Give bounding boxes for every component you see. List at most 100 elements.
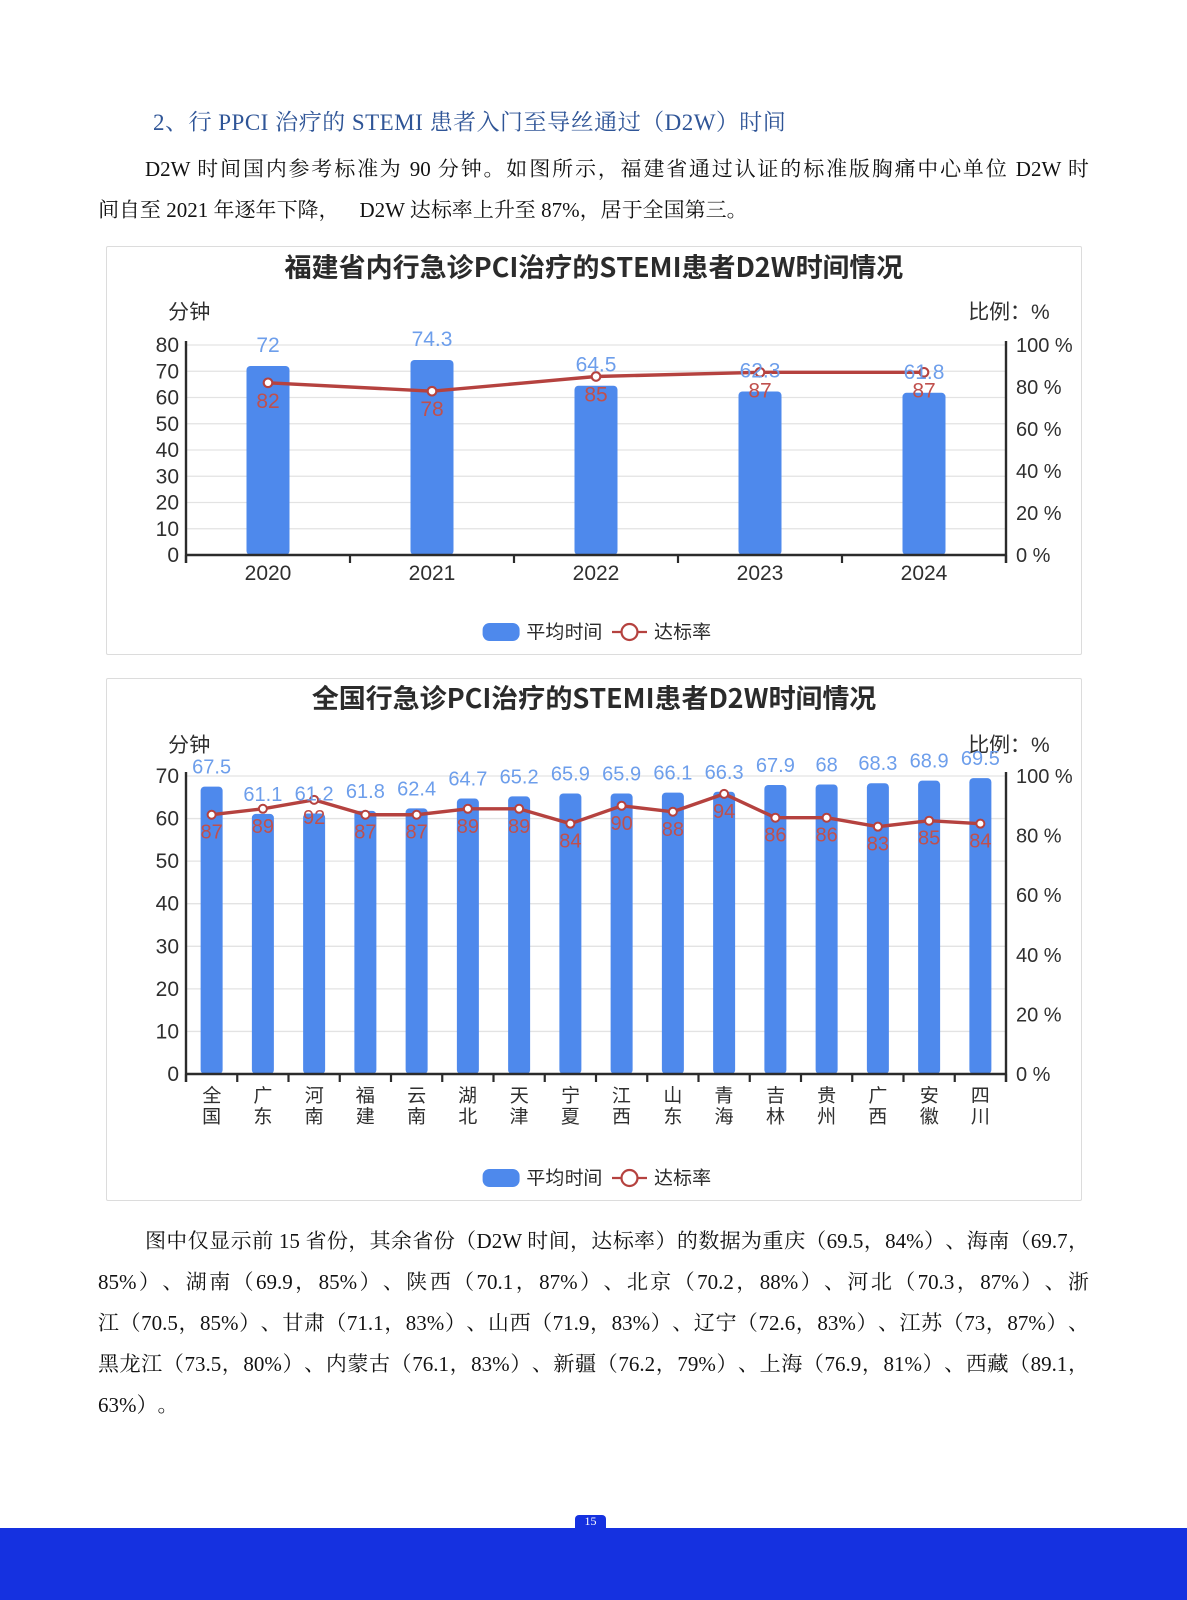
svg-text:分钟: 分钟	[168, 301, 210, 324]
svg-text:85: 85	[918, 828, 940, 850]
svg-text:青: 青	[715, 1086, 734, 1107]
svg-text:82: 82	[256, 390, 279, 413]
svg-text:64.7: 64.7	[448, 769, 487, 791]
svg-text:平均时间: 平均时间	[527, 1168, 603, 1190]
svg-text:河: 河	[305, 1086, 324, 1107]
svg-text:20: 20	[156, 492, 179, 515]
svg-text:83: 83	[867, 834, 889, 856]
svg-text:10: 10	[156, 518, 179, 541]
svg-text:30: 30	[156, 935, 179, 958]
svg-text:61.8: 61.8	[904, 361, 945, 384]
svg-text:84: 84	[559, 831, 581, 853]
svg-text:40: 40	[156, 439, 179, 462]
svg-text:0 %: 0 %	[1016, 545, 1051, 567]
svg-text:40 %: 40 %	[1016, 461, 1062, 483]
svg-text:88: 88	[662, 819, 684, 841]
svg-text:94: 94	[713, 801, 735, 823]
svg-text:87: 87	[200, 822, 222, 844]
svg-text:70: 70	[156, 765, 179, 788]
svg-text:比例：%: 比例：%	[968, 301, 1050, 324]
svg-text:20: 20	[156, 978, 179, 1001]
svg-text:比例：%: 比例：%	[968, 734, 1050, 757]
svg-text:建: 建	[356, 1107, 375, 1128]
svg-text:西: 西	[868, 1107, 887, 1128]
svg-text:福建省内行急诊PCI治疗的STEMI患者D2W时间情况: 福建省内行急诊PCI治疗的STEMI患者D2W时间情况	[285, 247, 904, 285]
svg-text:61.8: 61.8	[346, 781, 385, 803]
svg-text:国: 国	[202, 1107, 221, 1128]
svg-text:0: 0	[167, 544, 179, 567]
svg-text:云: 云	[407, 1086, 426, 1107]
svg-text:80: 80	[156, 334, 179, 357]
svg-text:68.9: 68.9	[910, 751, 949, 773]
svg-text:分钟: 分钟	[168, 734, 210, 757]
svg-text:90: 90	[610, 813, 632, 835]
svg-text:78: 78	[420, 398, 443, 421]
svg-text:夏: 夏	[561, 1107, 580, 1128]
svg-text:68.3: 68.3	[858, 753, 897, 775]
svg-text:100 %: 100 %	[1016, 766, 1073, 788]
svg-text:2022: 2022	[573, 562, 620, 585]
svg-text:2020: 2020	[245, 562, 292, 585]
svg-text:0: 0	[167, 1063, 179, 1086]
svg-text:62.3: 62.3	[740, 359, 781, 382]
svg-text:74.3: 74.3	[412, 328, 453, 351]
svg-text:宁: 宁	[561, 1085, 580, 1107]
svg-text:海: 海	[715, 1106, 734, 1128]
svg-text:林: 林	[766, 1107, 785, 1128]
svg-text:州: 州	[817, 1106, 836, 1128]
svg-text:87: 87	[912, 379, 935, 402]
svg-text:天: 天	[510, 1086, 529, 1107]
svg-text:贵: 贵	[817, 1086, 836, 1107]
svg-text:40 %: 40 %	[1016, 945, 1062, 967]
svg-text:安: 安	[920, 1085, 939, 1107]
svg-text:吉: 吉	[766, 1086, 785, 1107]
svg-text:山: 山	[663, 1086, 682, 1107]
svg-text:89: 89	[508, 816, 530, 838]
svg-text:广: 广	[253, 1086, 272, 1107]
svg-text:65.9: 65.9	[602, 763, 641, 785]
svg-text:2021: 2021	[409, 562, 456, 585]
svg-text:20 %: 20 %	[1016, 1004, 1062, 1026]
svg-text:61.2: 61.2	[295, 783, 334, 805]
svg-text:南: 南	[305, 1107, 324, 1128]
svg-text:92: 92	[303, 807, 325, 829]
svg-text:徽: 徽	[920, 1106, 939, 1128]
svg-text:68: 68	[815, 755, 837, 777]
svg-text:西: 西	[612, 1107, 631, 1128]
svg-text:30: 30	[156, 465, 179, 488]
svg-text:66.1: 66.1	[653, 763, 692, 785]
svg-text:广: 广	[868, 1086, 887, 1107]
svg-text:60: 60	[156, 387, 179, 410]
svg-text:67.5: 67.5	[192, 757, 231, 779]
svg-text:61.1: 61.1	[243, 784, 282, 806]
svg-text:2023: 2023	[737, 562, 784, 585]
svg-text:0 %: 0 %	[1016, 1064, 1051, 1086]
svg-text:89: 89	[457, 816, 479, 838]
svg-text:江: 江	[612, 1086, 631, 1107]
svg-text:86: 86	[764, 825, 786, 847]
svg-text:达标率: 达标率	[654, 623, 711, 644]
svg-text:60 %: 60 %	[1016, 419, 1062, 441]
svg-text:全国行急诊PCI治疗的STEMI患者D2W时间情况: 全国行急诊PCI治疗的STEMI患者D2W时间情况	[312, 679, 877, 716]
svg-text:20 %: 20 %	[1016, 503, 1062, 525]
svg-text:62.4: 62.4	[397, 778, 436, 800]
svg-text:60 %: 60 %	[1016, 885, 1062, 907]
svg-text:87: 87	[354, 822, 376, 844]
svg-text:87: 87	[748, 379, 771, 402]
svg-text:2024: 2024	[901, 562, 948, 585]
svg-text:10: 10	[156, 1020, 179, 1043]
svg-text:65.9: 65.9	[551, 763, 590, 785]
svg-text:86: 86	[815, 825, 837, 847]
svg-text:66.3: 66.3	[705, 762, 744, 784]
svg-text:东: 东	[253, 1107, 272, 1128]
svg-text:60: 60	[156, 808, 179, 831]
svg-text:87: 87	[405, 822, 427, 844]
svg-text:北: 北	[458, 1106, 477, 1128]
svg-text:89: 89	[252, 816, 274, 838]
svg-text:50: 50	[156, 413, 179, 436]
svg-text:川: 川	[971, 1107, 990, 1128]
svg-text:67.9: 67.9	[756, 755, 795, 777]
svg-text:84: 84	[969, 831, 991, 853]
svg-text:50: 50	[156, 850, 179, 873]
svg-text:达标率: 达标率	[654, 1169, 711, 1190]
